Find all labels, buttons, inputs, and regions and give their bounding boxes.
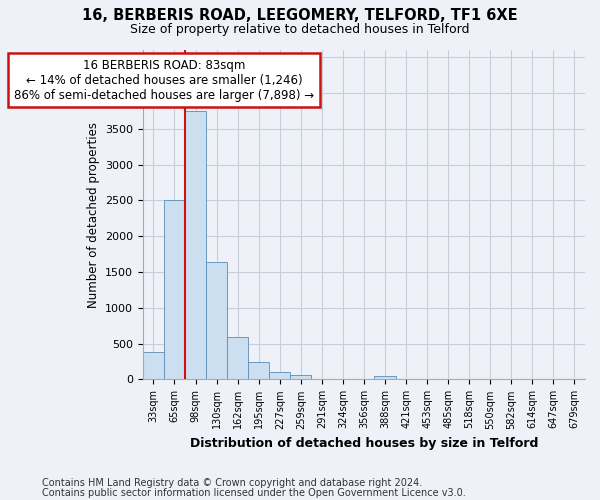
Bar bbox=[185, 111, 206, 380]
Text: 16, BERBERIS ROAD, LEEGOMERY, TELFORD, TF1 6XE: 16, BERBERIS ROAD, LEEGOMERY, TELFORD, T… bbox=[82, 8, 518, 22]
Bar bbox=[206, 262, 227, 380]
Bar bbox=[374, 376, 395, 380]
Y-axis label: Number of detached properties: Number of detached properties bbox=[86, 122, 100, 308]
Text: Size of property relative to detached houses in Telford: Size of property relative to detached ho… bbox=[130, 22, 470, 36]
Text: 16 BERBERIS ROAD: 83sqm
← 14% of detached houses are smaller (1,246)
86% of semi: 16 BERBERIS ROAD: 83sqm ← 14% of detache… bbox=[14, 58, 314, 102]
Text: Contains public sector information licensed under the Open Government Licence v3: Contains public sector information licen… bbox=[42, 488, 466, 498]
X-axis label: Distribution of detached houses by size in Telford: Distribution of detached houses by size … bbox=[190, 437, 538, 450]
Bar bbox=[248, 362, 269, 380]
Bar bbox=[143, 352, 164, 380]
Bar bbox=[164, 200, 185, 380]
Bar bbox=[290, 375, 311, 380]
Bar bbox=[227, 337, 248, 380]
Bar bbox=[269, 372, 290, 380]
Text: Contains HM Land Registry data © Crown copyright and database right 2024.: Contains HM Land Registry data © Crown c… bbox=[42, 478, 422, 488]
